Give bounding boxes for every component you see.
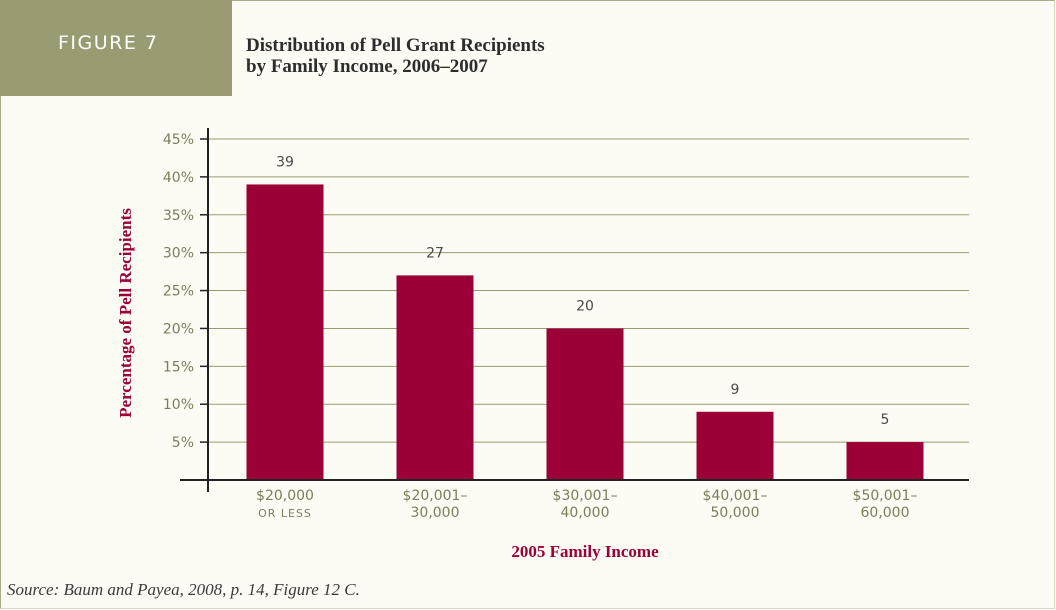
figure-title-line1: Distribution of Pell Grant Recipients	[246, 35, 545, 56]
x-tick-label: $20,000	[256, 488, 314, 504]
x-tick-label: 30,000	[411, 505, 460, 521]
data-label: 20	[576, 298, 594, 314]
bar	[246, 184, 324, 480]
y-tick-label: 45%	[163, 132, 194, 148]
y-tick-label: 5%	[172, 435, 194, 451]
source-note: Source: Baum and Payea, 2008, p. 14, Fig…	[7, 580, 360, 599]
data-label: 27	[426, 245, 444, 261]
bar	[396, 275, 474, 480]
data-label: 9	[731, 382, 740, 398]
x-tick-label: OR LESS	[258, 507, 312, 520]
x-tick-label: $50,001–	[853, 488, 918, 504]
x-tick-label: 40,000	[561, 505, 610, 521]
figure-title-line2: by Family Income, 2006–2007	[246, 56, 488, 77]
figure-label: FIGURE 7	[58, 32, 159, 54]
y-tick-label: 20%	[163, 321, 194, 337]
figure-tab: FIGURE 7	[0, 0, 232, 96]
bar	[696, 411, 774, 480]
data-label: 5	[881, 412, 890, 428]
y-tick-label: 15%	[163, 359, 194, 375]
x-tick-label: 50,000	[711, 505, 760, 521]
y-tick-label: 40%	[163, 170, 194, 186]
x-tick-label: $40,001–	[703, 488, 768, 504]
x-tick-label: 60,000	[861, 505, 910, 521]
bars	[246, 184, 924, 480]
y-tick-label: 25%	[163, 284, 194, 300]
y-tick-label: 10%	[163, 397, 194, 413]
data-label: 39	[276, 154, 294, 170]
axes	[180, 128, 969, 492]
bar	[546, 328, 624, 480]
bar	[846, 442, 924, 480]
x-tick-label: $30,001–	[553, 488, 618, 504]
x-axis-title: 2005 Family Income	[511, 542, 659, 561]
x-tick-label: $20,001–	[403, 488, 468, 504]
figure-title: Distribution of Pell Grant Recipients by…	[246, 35, 806, 77]
y-axis-title: Percentage of Pell Recipients	[116, 208, 135, 418]
y-tick-label: 35%	[163, 208, 194, 224]
labels: 5% 10% 15% 20% 25% 30% 35% 40% 45% 39 $20,000 OR LE…	[163, 132, 918, 521]
y-tick-label: 30%	[163, 246, 194, 262]
